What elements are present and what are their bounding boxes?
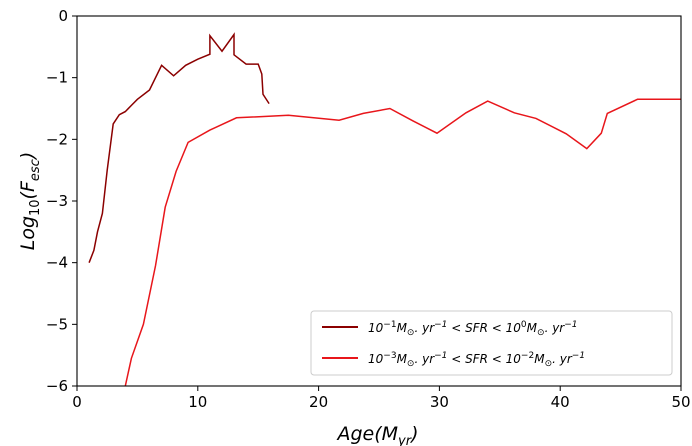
y-tick-label: −2 [46,130,68,148]
legend: 10−1M⊙. yr−1 < SFR < 100M⊙. yr−1 10−3M⊙.… [310,310,673,376]
x-tick-label: 0 [72,393,82,411]
y-ticks: 0 −1 −2 −3 −4 −5 −6 [46,7,77,395]
x-tick-label: 40 [551,393,570,411]
y-tick-label: −6 [46,377,68,395]
y-axis-label: Log10(Fesc) [17,152,43,251]
x-tick-label: 20 [309,393,328,411]
y-tick-label: 0 [58,7,68,25]
x-tick-label: 50 [671,393,690,411]
y-tick-label: −4 [46,254,68,272]
x-axis-label: Age(Myr) [335,423,418,446]
series-line-2 [124,98,681,386]
y-tick-label: −1 [46,69,68,87]
y-tick-label: −3 [46,192,68,210]
x-tick-label: 30 [430,393,449,411]
series-line-1 [88,32,270,263]
legend-box [310,310,673,376]
x-tick-label: 10 [188,393,207,411]
x-ticks: 0 10 20 30 40 50 [72,386,691,411]
y-tick-label: −5 [46,315,68,333]
plot-series [88,32,681,386]
